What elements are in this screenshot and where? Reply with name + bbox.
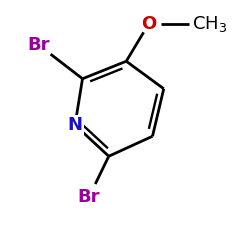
Text: Br: Br xyxy=(78,188,100,206)
Text: N: N xyxy=(68,116,82,134)
Text: O: O xyxy=(141,15,156,33)
Text: CH$_3$: CH$_3$ xyxy=(192,14,228,34)
Text: Br: Br xyxy=(28,36,50,54)
